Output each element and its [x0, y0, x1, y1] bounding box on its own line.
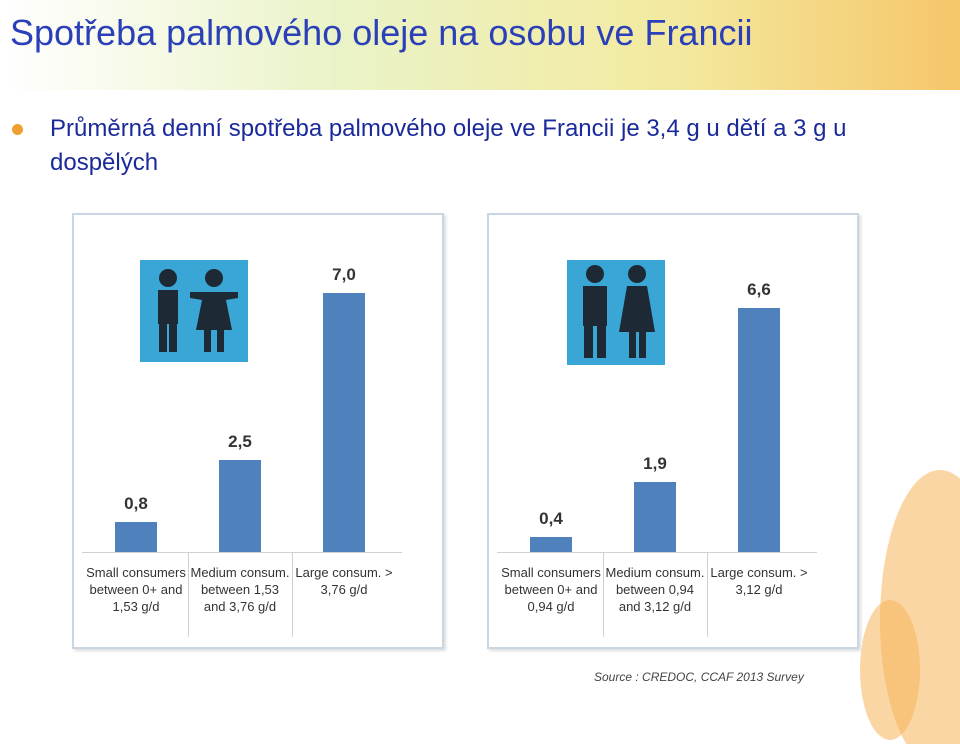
value-label: 2,5: [228, 431, 252, 451]
bullet-text: Průměrná denní spotřeba palmového oleje …: [50, 115, 847, 176]
value-label: 0,8: [124, 494, 148, 514]
bar: [219, 459, 261, 552]
value-label: 1,9: [643, 453, 667, 473]
bar: [738, 307, 780, 552]
chart-panel: Small consumers between 0+ and 0,94 g/d 0…: [487, 213, 859, 649]
bar: [634, 481, 676, 552]
slide-title: Spotřeba palmového oleje na osobu ve Fra…: [10, 12, 753, 53]
separator: [292, 552, 293, 637]
baseline: [82, 552, 402, 553]
children-icon: [140, 260, 248, 362]
value-label: 0,4: [539, 509, 563, 529]
bullet-dot: [12, 124, 23, 135]
bar: [323, 293, 365, 552]
x-tick-label: Medium consum. between 1,53 and 3,76 g/d: [190, 565, 290, 614]
x-tick-label: Small consumers between 0+ and 0,94 g/d: [501, 565, 601, 614]
chart-panel: Small consumers between 0+ and 1,53 g/d 0…: [72, 213, 444, 649]
x-tick-label: Small consumers between 0+ and 1,53 g/d: [86, 565, 186, 614]
value-label: 6,6: [747, 279, 771, 299]
separator: [707, 552, 708, 637]
separator: [603, 552, 604, 637]
value-label: 7,0: [332, 265, 356, 284]
separator: [188, 552, 189, 637]
x-tick-label: Large consum. > 3,76 g/d: [295, 565, 393, 597]
decoration: [860, 600, 920, 740]
bar: [115, 522, 157, 552]
x-tick-label: Medium consum. between 0,94 and 3,12 g/d: [605, 565, 705, 614]
bar: [530, 537, 572, 552]
title-band: [0, 0, 960, 90]
source-note: Source : CREDOC, CCAF 2013 Survey: [594, 670, 804, 684]
adults-icon: [567, 260, 665, 365]
x-tick-label: Large consum. > 3,12 g/d: [710, 565, 808, 597]
baseline: [497, 552, 817, 553]
